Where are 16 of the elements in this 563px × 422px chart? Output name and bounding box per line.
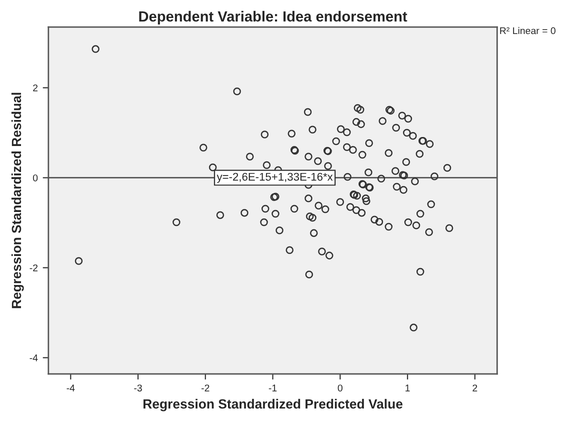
text: R² Linear = 0 [500, 27, 556, 34]
y-tick-label: -2 [30, 264, 38, 272]
x-tick-label: -2 [202, 384, 210, 392]
y-tick-label: -4 [30, 354, 38, 362]
y-tick-label: 0 [32, 174, 38, 182]
chart-title: Dependent Variable: Idea endorsement [139, 10, 408, 24]
y-tick-label: 2 [33, 84, 38, 92]
x-axis-title: Regression Standardized Predicted Value [144, 398, 402, 412]
y-axis-title: Regression Standardized Residual [11, 92, 24, 308]
x-tick-label: -4 [66, 384, 75, 392]
x-tick-label: 0 [338, 384, 342, 392]
x-tick-label: 1 [406, 384, 410, 392]
x-tick-label: -3 [134, 384, 142, 392]
annotation: y=-2,6E-15+1,33E-16*x [216, 172, 333, 183]
x-tick-label: 2 [472, 384, 478, 392]
x-tick-label: -1 [268, 384, 277, 392]
